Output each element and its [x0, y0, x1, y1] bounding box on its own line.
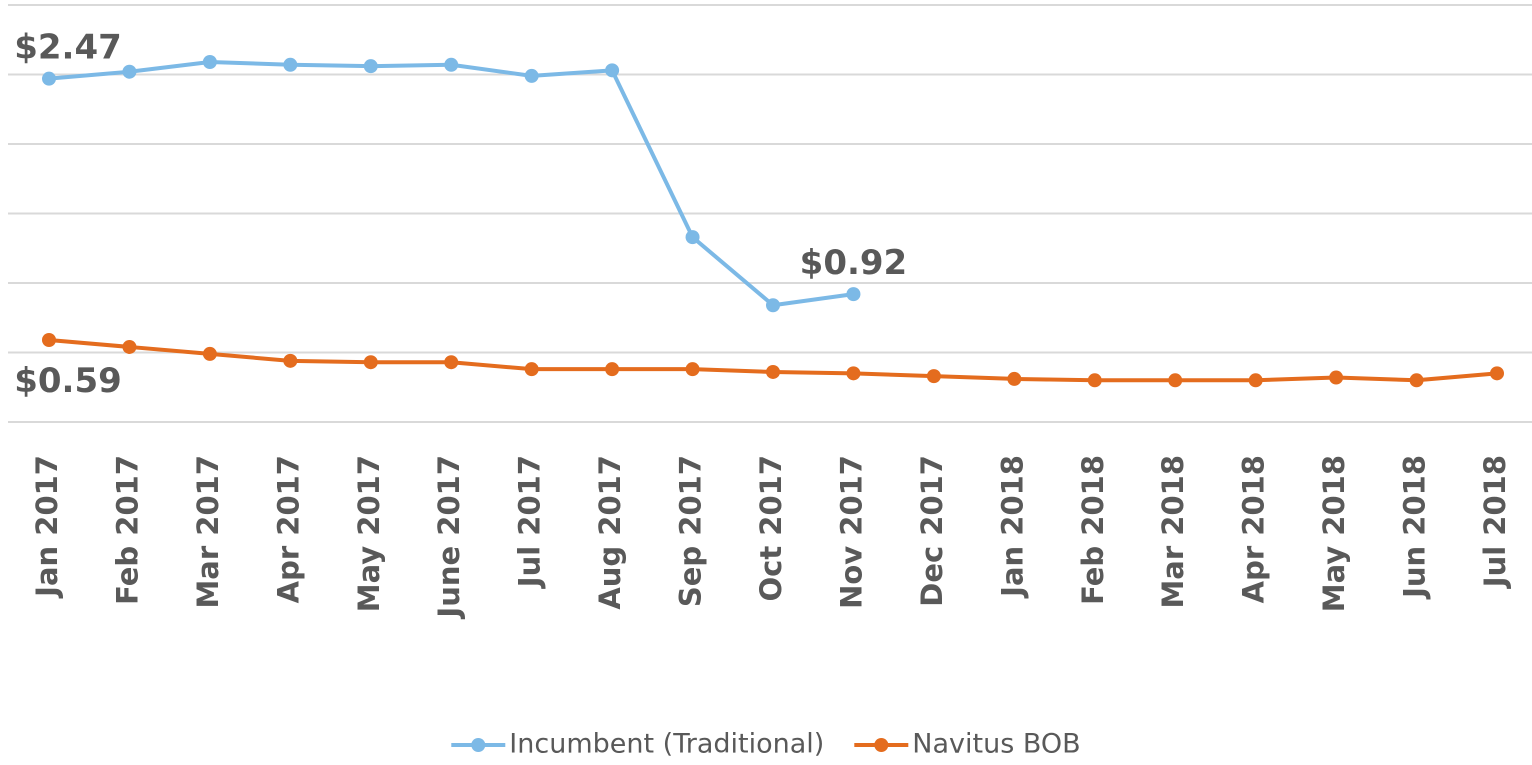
- x-tick-label: Jul 2017: [513, 455, 547, 589]
- x-tick-label: Apr 2018: [1237, 455, 1271, 603]
- x-tick-label: Jun 2018: [1398, 455, 1432, 600]
- x-tick-label: Sep 2017: [674, 455, 708, 607]
- x-tick-label: Feb 2017: [110, 455, 144, 605]
- x-tick-label: Feb 2018: [1076, 455, 1110, 605]
- marker: [685, 230, 700, 245]
- marker: [122, 339, 137, 354]
- data-label: $0.92: [800, 243, 908, 283]
- x-tick-label: May 2017: [352, 455, 386, 612]
- marker: [363, 355, 378, 370]
- x-tick-label: Jul 2018: [1478, 455, 1512, 589]
- marker: [1409, 373, 1424, 388]
- marker: [926, 369, 941, 384]
- marker: [605, 63, 620, 78]
- marker: [283, 353, 298, 368]
- marker: [1248, 373, 1263, 388]
- x-tick-label: Jan 2018: [995, 455, 1029, 599]
- marker: [283, 57, 298, 72]
- x-tick-label: May 2018: [1317, 455, 1351, 612]
- marker: [846, 366, 861, 381]
- marker: [122, 64, 137, 79]
- marker: [846, 287, 861, 302]
- x-tick-label: Mar 2017: [191, 455, 225, 609]
- marker: [766, 364, 780, 379]
- marker: [1007, 371, 1022, 386]
- marker: [42, 71, 56, 86]
- x-tick-label: Dec 2017: [915, 455, 949, 607]
- marker: [1490, 366, 1504, 381]
- x-tick-label: Oct 2017: [754, 455, 788, 602]
- marker: [766, 298, 780, 313]
- marker: [605, 362, 620, 377]
- x-tick-label: June 2017: [432, 455, 466, 620]
- marker: [363, 59, 378, 74]
- marker: [1168, 373, 1183, 388]
- series-line: [48, 59, 854, 308]
- legend-marker: [471, 738, 486, 752]
- marker: [1087, 373, 1102, 388]
- marker: [524, 362, 539, 377]
- marker: [524, 68, 539, 83]
- marker: [685, 362, 700, 377]
- legend-marker: [874, 738, 889, 752]
- marker: [444, 355, 459, 370]
- x-tick-label: Apr 2017: [271, 455, 305, 603]
- data-label: $2.47: [14, 28, 122, 68]
- marker: [1329, 370, 1344, 385]
- x-tick-label: Mar 2018: [1156, 455, 1190, 609]
- legend-label: Incumbent (Traditional): [509, 729, 824, 760]
- legend-label: Navitus BOB: [912, 729, 1080, 760]
- data-label: $0.59: [14, 361, 122, 401]
- marker: [42, 332, 56, 347]
- marker: [444, 57, 459, 72]
- marker: [202, 346, 217, 361]
- x-tick-label: Jan 2017: [30, 455, 64, 599]
- marker: [202, 54, 217, 69]
- x-tick-label: Nov 2017: [834, 455, 868, 609]
- legend: Incumbent (Traditional) Navitus BOB: [451, 729, 1081, 760]
- x-tick-label: Aug 2017: [593, 455, 627, 610]
